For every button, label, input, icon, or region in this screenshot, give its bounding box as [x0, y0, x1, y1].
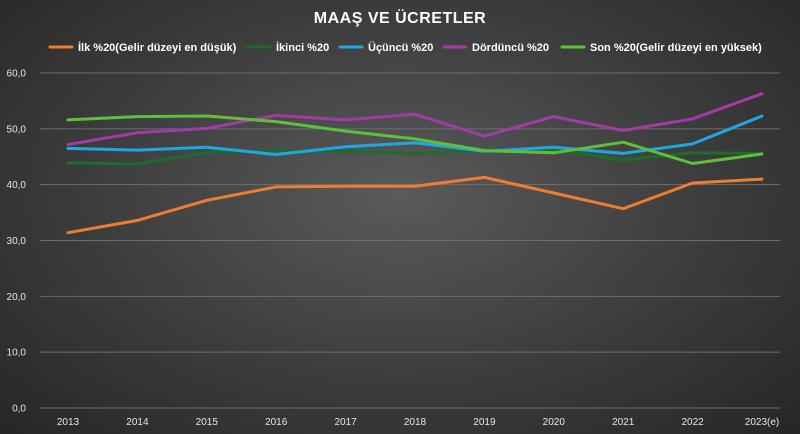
- legend-label: Dördüncü %20: [472, 42, 549, 54]
- x-tick-label: 2016: [265, 417, 288, 428]
- y-tick-label: 50,0: [7, 124, 27, 135]
- series-line-5: [66, 114, 764, 165]
- chart-title: MAAŞ VE ÜCRETLER: [314, 8, 486, 27]
- x-axis-labels: 2013 2014 2015 2016 2017 2018 2019 2020 2021 2022…: [57, 417, 779, 428]
- x-tick-label: 2018: [404, 417, 427, 428]
- y-tick-label: 0,0: [12, 404, 26, 415]
- gridlines: [40, 72, 780, 409]
- y-tick-label: 30,0: [7, 236, 27, 247]
- x-tick-label: 2021: [612, 417, 635, 428]
- x-tick-label: 2022: [681, 417, 704, 428]
- legend-label: İkinci %20: [276, 41, 329, 54]
- y-tick-label: 10,0: [7, 348, 27, 359]
- x-tick-label: 2017: [334, 417, 357, 428]
- series-line-2: [66, 148, 764, 166]
- series-line-4: [66, 92, 764, 146]
- y-axis-labels: 0,0 10,0 20,0 30,0 40,0 50,0 60,0: [7, 69, 27, 415]
- legend-label: Son %20(Gelir düzeyi en yüksek): [590, 42, 762, 54]
- y-tick-label: 40,0: [7, 180, 27, 191]
- series-line-1: [66, 175, 764, 235]
- x-tick-label: 2023(e): [745, 417, 779, 428]
- x-tick-label: 2013: [57, 417, 80, 428]
- legend-label: İlk %20(Gelir düzeyi en düşük): [78, 41, 237, 54]
- x-tick-label: 2015: [196, 417, 219, 428]
- series-lines: [66, 92, 764, 235]
- y-tick-label: 60,0: [7, 69, 27, 80]
- legend: İlk %20(Gelir düzeyi en düşük) İkinci %20…: [48, 41, 762, 54]
- y-tick-label: 20,0: [7, 292, 27, 303]
- x-tick-label: 2014: [126, 417, 149, 428]
- legend-label: Üçüncü %20: [368, 41, 433, 54]
- x-tick-label: 2020: [543, 417, 566, 428]
- x-tick-label: 2019: [473, 417, 496, 428]
- series-line-3: [66, 114, 764, 156]
